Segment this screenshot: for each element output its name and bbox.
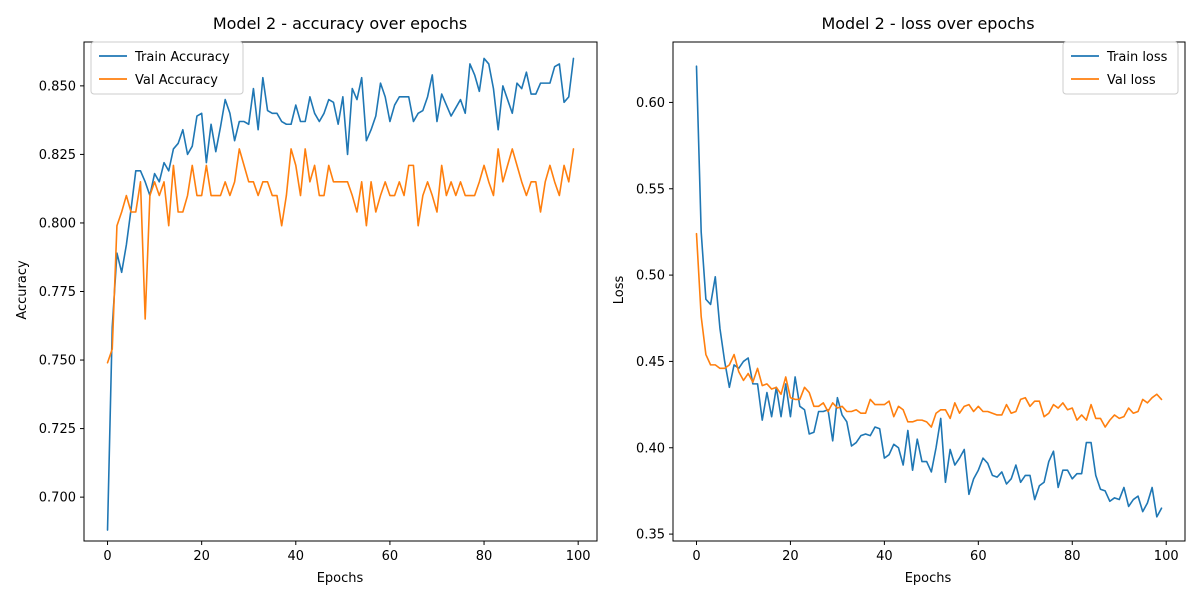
x-tick-label: 100 [1154,549,1179,564]
axes-frame [672,41,1186,542]
legend-label-train-accuracy: Train Accuracy [134,50,230,65]
chart-title: Model 2 - accuracy over epochs [213,14,467,33]
legend-box [90,41,244,95]
x-tick-label: 20 [782,549,799,564]
legend: Train loss Val loss [1062,41,1179,95]
legend-box [1062,41,1179,95]
series-line-val-accuracy [106,148,575,364]
y-tick-label: 0.35 [636,528,665,543]
x-tick-label: 60 [970,549,987,564]
y-axis-label: Loss [612,276,627,305]
legend-label-val-loss: Val loss [1107,73,1156,88]
y-tick-label: 0.850 [39,79,76,94]
y-tick-label: 0.725 [39,422,76,437]
x-axis-label: Epochs [317,571,364,586]
y-tick-label: 0.40 [636,441,665,456]
plot-area: 0 20 40 60 80 100 0.35 0.40 0.45 0.50 0.55 0.60 [636,41,1186,564]
chart-title: Model 2 - loss over epochs [821,14,1034,33]
plot-area: 0 20 40 60 80 100 0.700 0.725 0.750 0.775 0.800 0.8… [39,41,598,564]
x-tick-label: 0 [692,549,700,564]
y-tick-label: 0.55 [636,182,665,197]
x-tick-label: 40 [876,549,893,564]
series-line-train-loss [695,65,1163,518]
legend-label-train-loss: Train loss [1106,50,1168,65]
y-tick-label: 0.60 [636,96,665,111]
x-tick-label: 60 [382,549,399,564]
x-tick-label: 40 [288,549,305,564]
accuracy-chart: Model 2 - accuracy over epochs Epochs Ac… [15,14,598,586]
x-tick-label: 80 [476,549,493,564]
series-line-val-loss [695,232,1163,428]
y-tick-label: 0.800 [39,216,76,231]
legend: Train Accuracy Val Accuracy [90,41,244,95]
x-tick-label: 0 [103,549,111,564]
series-line-train-accuracy [106,57,575,531]
x-tick-label: 80 [1064,549,1081,564]
y-tick-label: 0.700 [39,491,76,506]
x-axis-label: Epochs [905,571,952,586]
x-tick-label: 100 [566,549,591,564]
x-tick-label: 20 [193,549,210,564]
y-tick-label: 0.45 [636,355,665,370]
y-tick-label: 0.50 [636,269,665,284]
y-tick-label: 0.750 [39,354,76,369]
y-tick-label: 0.825 [39,148,76,163]
y-tick-label: 0.775 [39,285,76,300]
legend-label-val-accuracy: Val Accuracy [135,73,218,88]
loss-chart: Model 2 - loss over epochs Epochs Loss 0… [612,14,1186,586]
y-axis-label: Accuracy [15,260,30,320]
